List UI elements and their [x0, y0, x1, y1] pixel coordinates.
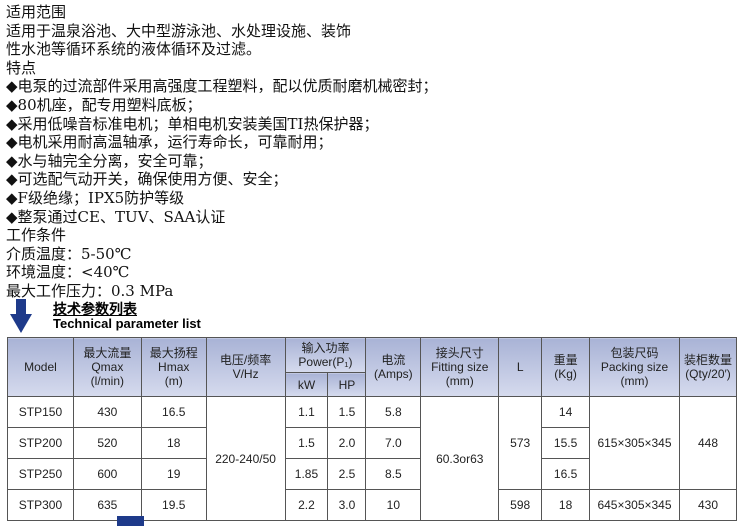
intro-line: 最大工作压力：0.3 MPa	[6, 281, 174, 300]
cell-qmax: 430	[72, 396, 142, 428]
cell-hmax: 18	[140, 427, 207, 459]
header-power: 输入功率 Power(P₁)	[284, 337, 367, 373]
section-title-en: Technical parameter list	[53, 316, 201, 331]
intro-line: 性水池等循环系统的液体循环及过滤。	[6, 40, 262, 59]
cell-hp: 2.5	[327, 458, 367, 490]
next-section-marker	[117, 516, 144, 526]
cell-hp: 1.5	[327, 396, 367, 428]
header-hmax: 最大扬程 Hmax (m)	[140, 337, 207, 397]
cell-weight: 18	[541, 489, 591, 521]
intro-line: 环境温度：<40℃	[6, 263, 130, 282]
cell-model: STP300	[7, 489, 74, 521]
cell-amps: 7.0	[365, 427, 422, 459]
intro-line: ◆采用低噪音标准电机；单相电机安装美国TI热保护器；	[6, 114, 379, 133]
header-kw: kW	[284, 372, 329, 397]
cell-hmax: 19.5	[140, 489, 207, 521]
intro-line: ◆整泵通过CE、TUV、SAA认证	[6, 207, 226, 226]
cell-weight: 16.5	[541, 458, 591, 490]
header-fitting: 接头尺寸 Fitting size (mm)	[420, 337, 500, 397]
cell-kw: 1.85	[284, 458, 329, 490]
intro-line: 工作条件	[6, 226, 67, 245]
intro-line: ◆电机采用耐高温轴承，运行寿命长，可靠耐用；	[6, 133, 333, 152]
cell-model: STP250	[7, 458, 74, 490]
cell-packing: 645×305×345	[589, 489, 680, 521]
cell-qmax: 635	[72, 489, 142, 521]
cell-packing: 615×305×345	[589, 396, 680, 490]
cell-qmax: 520	[72, 427, 142, 459]
header-qty: 装柜数量 (Qty/20′)	[678, 337, 738, 397]
intro-text: 适用范围 适用于温泉浴池、大中型游泳池、水处理设施、装饰 性水池等循环系统的液体循环…	[6, 3, 438, 301]
header-qmax: 最大流量 Qmax (l/min)	[72, 337, 142, 397]
header-l: L	[498, 337, 543, 397]
header-voltage: 电压/频率 V/Hz	[205, 337, 286, 397]
header-amps: 电流 (Amps)	[365, 337, 422, 397]
header-hp: HP	[327, 372, 367, 397]
cell-kw: 1.5	[284, 427, 329, 459]
table-row: STP150 430 16.5 220-240/50 1.1 1.5 5.8 60.3or63…	[7, 396, 738, 521]
cell-voltage: 220-240/50	[205, 396, 286, 521]
cell-qty: 448	[678, 396, 738, 490]
intro-line: ◆电泵的过流部件采用高强度工程塑料，配以优质耐磨机械密封；	[6, 77, 438, 96]
cell-l: 573	[498, 396, 543, 490]
intro-line: ◆80机座，配专用塑料底板；	[6, 95, 202, 114]
intro-line: ◆水与轴完全分离，安全可靠；	[6, 151, 213, 170]
cell-weight: 14	[541, 396, 591, 428]
intro-line: 特点	[6, 58, 37, 77]
header-packing: 包装尺码 Packing size (mm)	[589, 337, 680, 397]
cell-amps: 8.5	[365, 458, 422, 490]
cell-model: STP200	[7, 427, 74, 459]
arrow-down-icon	[10, 299, 32, 333]
intro-line: 介质温度：5-50℃	[6, 244, 132, 263]
cell-qty: 430	[678, 489, 738, 521]
cell-hmax: 19	[140, 458, 207, 490]
cell-qmax: 600	[72, 458, 142, 490]
cell-l: 598	[498, 489, 543, 521]
cell-hp: 2.0	[327, 427, 367, 459]
table-row: STP200 520 18 1.5 2.0 7.0 15.5	[7, 427, 737, 459]
intro-line: 适用于温泉浴池、大中型游泳池、水处理设施、装饰	[6, 21, 352, 40]
cell-amps: 10	[365, 489, 422, 521]
parameter-table: Model 最大流量 Qmax (l/min) 最大扬程 Hmax (m) 电压…	[7, 337, 738, 521]
cell-model: STP150	[7, 396, 74, 428]
header-model: Model	[7, 337, 74, 397]
intro-line: ◆F级绝缘；IPX5防护等级	[6, 188, 185, 207]
header-weight: 重量 (Kg)	[541, 337, 591, 397]
section-title-cn: 技术参数列表	[53, 302, 137, 318]
cell-kw: 2.2	[284, 489, 329, 521]
cell-weight: 15.5	[541, 427, 591, 459]
cell-amps: 5.8	[365, 396, 422, 428]
cell-kw: 1.1	[284, 396, 329, 428]
table-row: STP300 635 19.5 2.2 3.0 10 598 18 645×305×345 430	[7, 489, 738, 521]
cell-hmax: 16.5	[140, 396, 207, 428]
cell-fitting: 60.3or63	[420, 396, 500, 521]
cell-hp: 3.0	[327, 489, 367, 521]
intro-line: ◆可选配气动开关，确保使用方便、安全；	[6, 170, 288, 189]
intro-line: 适用范围	[6, 3, 67, 21]
